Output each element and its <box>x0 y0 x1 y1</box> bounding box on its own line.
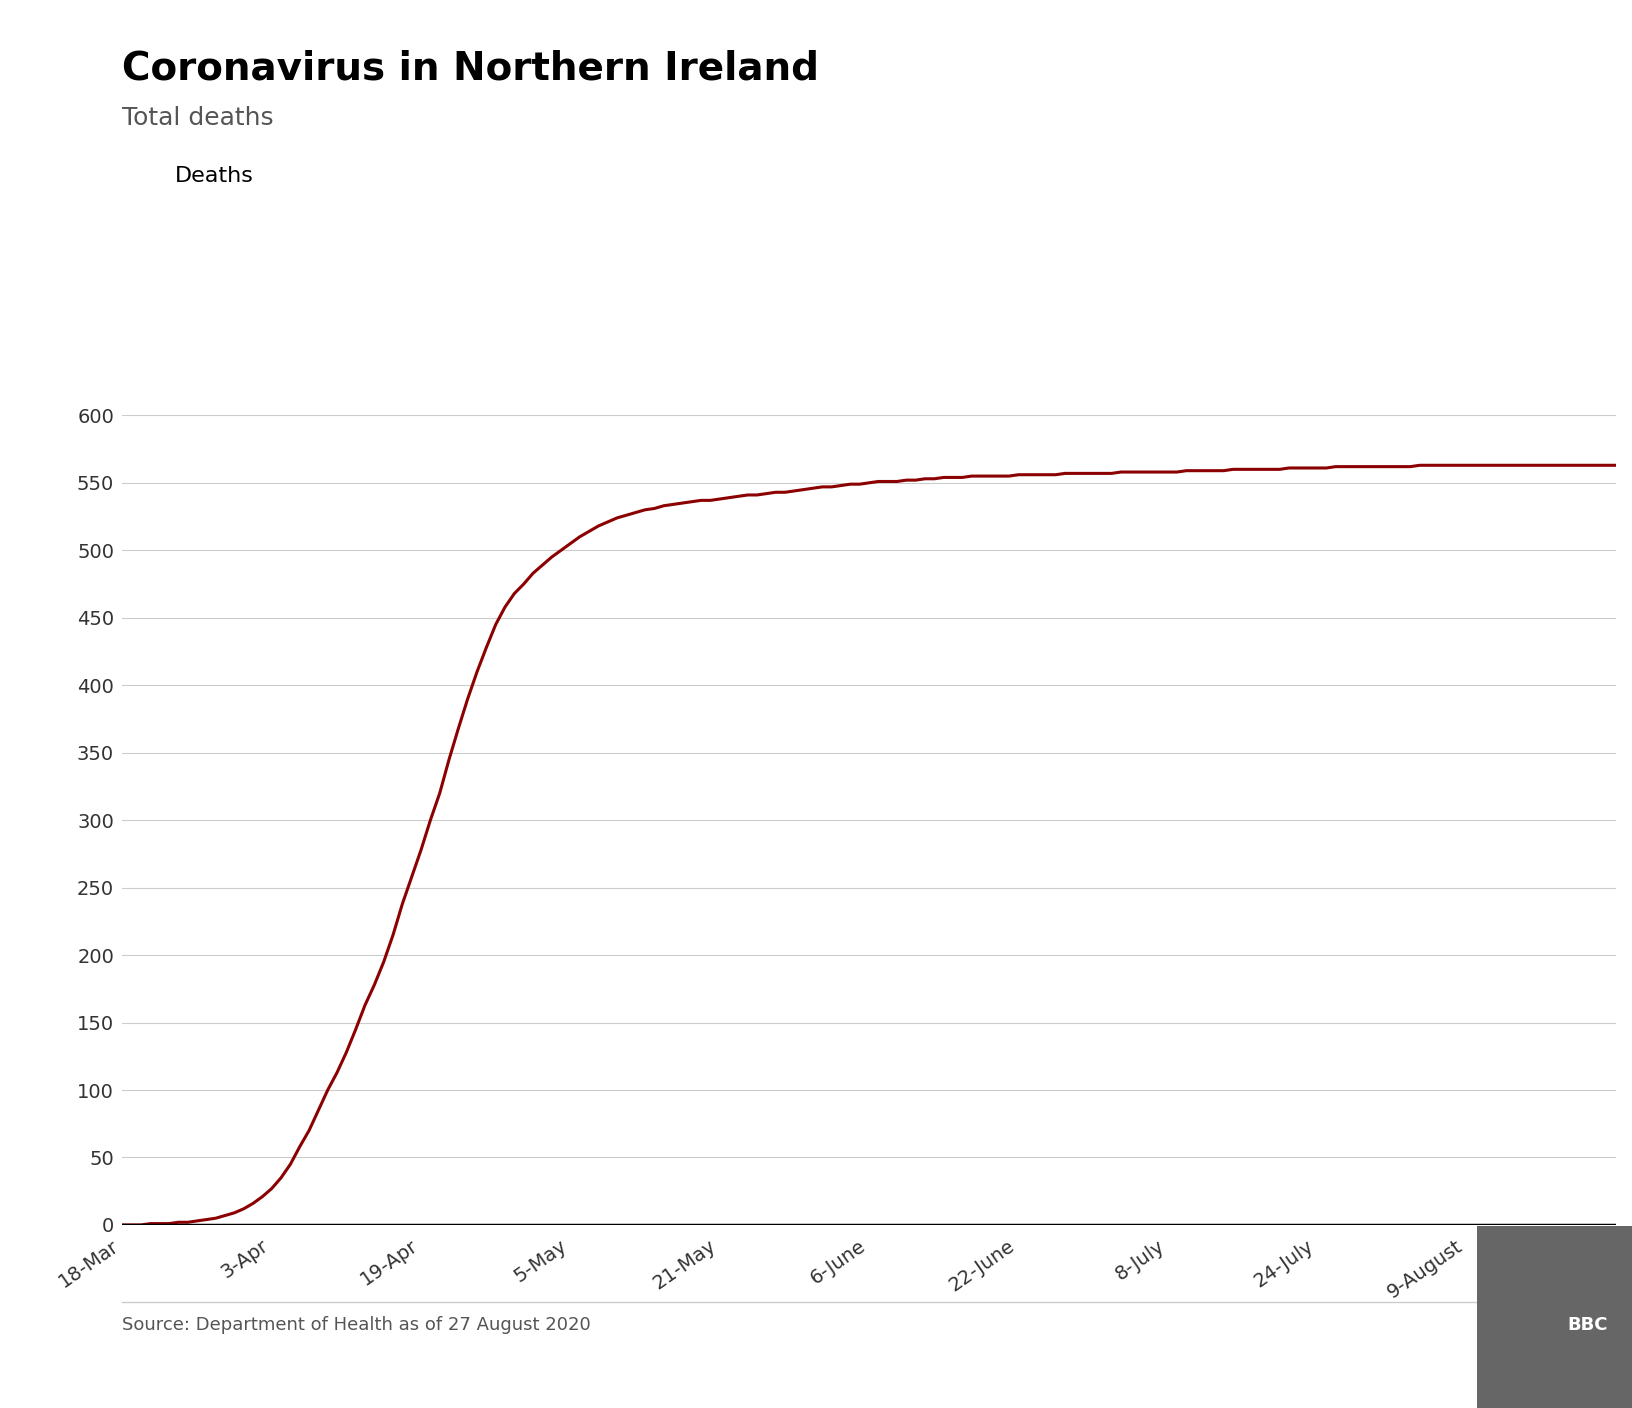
Text: Deaths: Deaths <box>175 166 253 186</box>
Text: Source: Department of Health as of 27 August 2020: Source: Department of Health as of 27 Au… <box>122 1316 591 1335</box>
Text: BBC: BBC <box>1567 1316 1608 1335</box>
Text: Total deaths: Total deaths <box>122 106 274 130</box>
Text: Coronavirus in Northern Ireland: Coronavirus in Northern Ireland <box>122 49 819 87</box>
